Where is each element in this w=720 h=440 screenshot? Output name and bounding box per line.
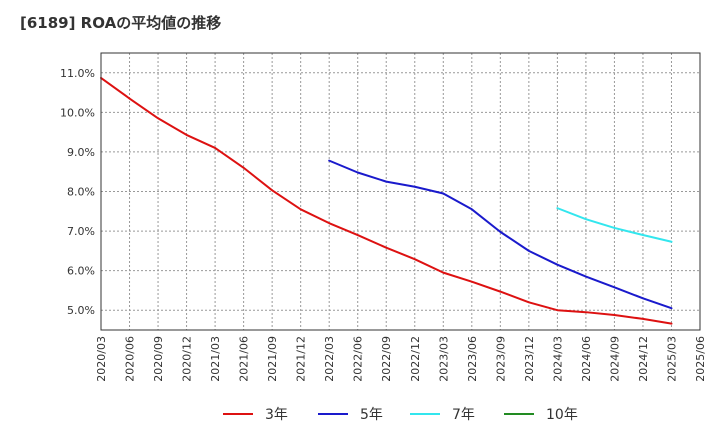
y-tick-label: 8.0% xyxy=(67,186,95,199)
x-tick-label: 2021/12 xyxy=(295,336,308,382)
x-tick-label: 2023/12 xyxy=(523,336,536,382)
legend-label: 3年 xyxy=(265,407,288,423)
x-tick-label: 2020/03 xyxy=(95,336,108,382)
series-line xyxy=(556,207,673,243)
x-tick-label: 2022/06 xyxy=(352,336,365,382)
x-tick-label: 2022/03 xyxy=(323,336,336,382)
legend-label: 5年 xyxy=(360,407,383,423)
legend-label: 7年 xyxy=(452,407,475,423)
x-tick-label: 2024/06 xyxy=(580,336,593,382)
x-tick-label: 2025/03 xyxy=(665,336,678,382)
y-tick-label: 7.0% xyxy=(67,225,95,238)
x-tick-label: 2022/09 xyxy=(380,336,393,382)
x-axis-ticks: 2020/03 2020/06 2020/09 2020/12 2021/03 2021/… xyxy=(95,336,707,382)
x-tick-label: 2024/09 xyxy=(608,336,621,382)
x-tick-label: 2021/06 xyxy=(238,336,251,382)
x-tick-label: 2020/06 xyxy=(124,336,137,382)
series-lines xyxy=(100,76,673,325)
y-tick-label: 11.0% xyxy=(60,67,95,80)
legend: 3年 5年 7年 10年 xyxy=(223,407,578,423)
legend-label: 10年 xyxy=(546,407,578,423)
x-tick-label: 2023/09 xyxy=(494,336,507,382)
x-tick-label: 2023/03 xyxy=(437,336,450,382)
x-tick-label: 2021/09 xyxy=(266,336,279,382)
y-axis-ticks: 5.0% 6.0% 7.0% 8.0% 9.0% 10.0% 11.0% xyxy=(60,67,95,317)
x-tick-label: 2020/09 xyxy=(152,336,165,382)
y-tick-label: 9.0% xyxy=(67,146,95,159)
x-tick-label: 2022/12 xyxy=(409,336,422,382)
x-tick-label: 2021/03 xyxy=(209,336,222,382)
y-tick-label: 10.0% xyxy=(60,106,95,119)
plot-frame xyxy=(100,52,701,331)
x-tick-label: 2024/03 xyxy=(551,336,564,382)
x-tick-label: 2025/06 xyxy=(694,336,707,382)
grid xyxy=(101,53,700,330)
series-line xyxy=(100,76,673,325)
series-line xyxy=(328,159,673,310)
y-tick-label: 5.0% xyxy=(67,304,95,317)
x-tick-label: 2024/12 xyxy=(637,336,650,382)
x-tick-label: 2023/06 xyxy=(466,336,479,382)
y-tick-label: 6.0% xyxy=(67,265,95,278)
x-tick-label: 2020/12 xyxy=(181,336,194,382)
chart-title: [6189] ROAの平均値の推移 xyxy=(20,14,221,32)
